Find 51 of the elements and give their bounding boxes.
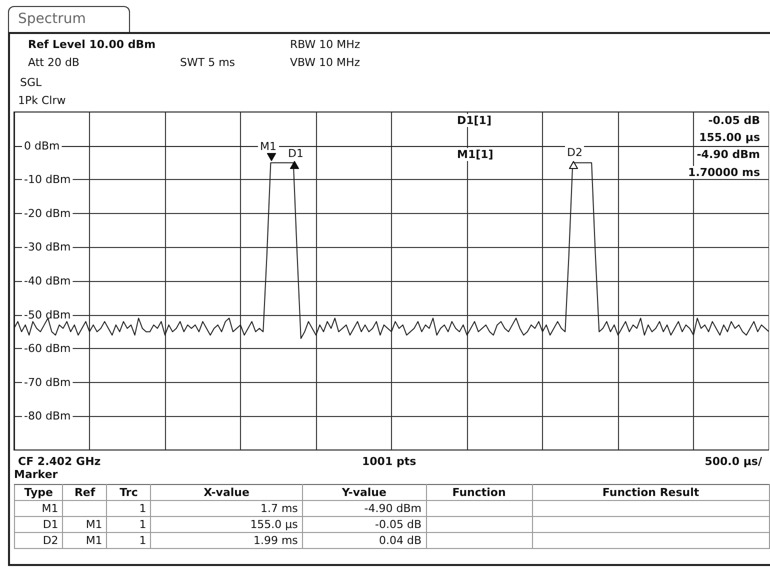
text: Att 20 dB [28, 56, 80, 69]
text: X-value [150, 484, 302, 500]
text: Marker [14, 468, 58, 481]
text: 500.0 µs/ [704, 455, 762, 468]
text: D1 [14, 516, 63, 532]
annotation: -0.05 dB [706, 114, 762, 127]
text: 1 [106, 500, 151, 516]
y-tick-label: -30 dBm [24, 240, 71, 254]
annotation: -4.90 dBm [694, 148, 762, 161]
text: M1 [62, 532, 107, 548]
text: Function Result [532, 484, 770, 500]
text: Trc [106, 484, 151, 500]
text: D2 [14, 532, 63, 548]
text: 155.0 µs [150, 516, 302, 532]
text: VBW 10 MHz [290, 56, 360, 69]
text: 1.99 ms [150, 532, 302, 548]
annotation: M1[1] [455, 148, 496, 161]
text: 1Pk Clrw [18, 94, 66, 107]
y-tick-label: -20 dBm [24, 206, 71, 220]
text: 1 [106, 532, 151, 548]
annotation: M1 [258, 140, 278, 153]
text: Ref [62, 484, 107, 500]
text: SWT 5 ms [180, 56, 236, 69]
y-tick-label: -10 dBm [24, 173, 71, 186]
annotation: 1.70000 ms [686, 166, 762, 179]
text: Y-value [302, 484, 426, 500]
text: SGL [20, 76, 42, 89]
text: 1 [106, 516, 151, 532]
annotation: D1 [286, 147, 306, 160]
y-tick-label: -70 dBm [24, 376, 71, 389]
annotation: 155.00 µs [697, 131, 762, 144]
text: -0.05 dB [302, 516, 426, 532]
text: 1.7 ms [150, 500, 302, 516]
text: CF 2.402 GHz [18, 455, 101, 468]
text: M1 [14, 500, 63, 516]
text: 0.04 dB [302, 532, 426, 548]
y-tick-label: -60 dBm [24, 342, 71, 356]
chart-title: Spectrum [18, 11, 86, 27]
annotation: D1[1] [455, 114, 494, 127]
text: Ref Level 10.00 dBm [28, 38, 156, 51]
y-tick-label: -80 dBm [24, 410, 71, 423]
y-tick-label: -40 dBm [24, 274, 71, 288]
y-tick-label: 0 dBm [24, 139, 60, 152]
text: RBW 10 MHz [290, 38, 360, 51]
y-tick-label: -50 dBm [24, 308, 71, 322]
annotation: D2 [565, 146, 584, 159]
text: M1 [62, 516, 107, 532]
text: 1001 pts [362, 455, 416, 468]
text: Type [14, 484, 63, 500]
text: Function [426, 484, 532, 500]
text: -4.90 dBm [302, 500, 426, 516]
